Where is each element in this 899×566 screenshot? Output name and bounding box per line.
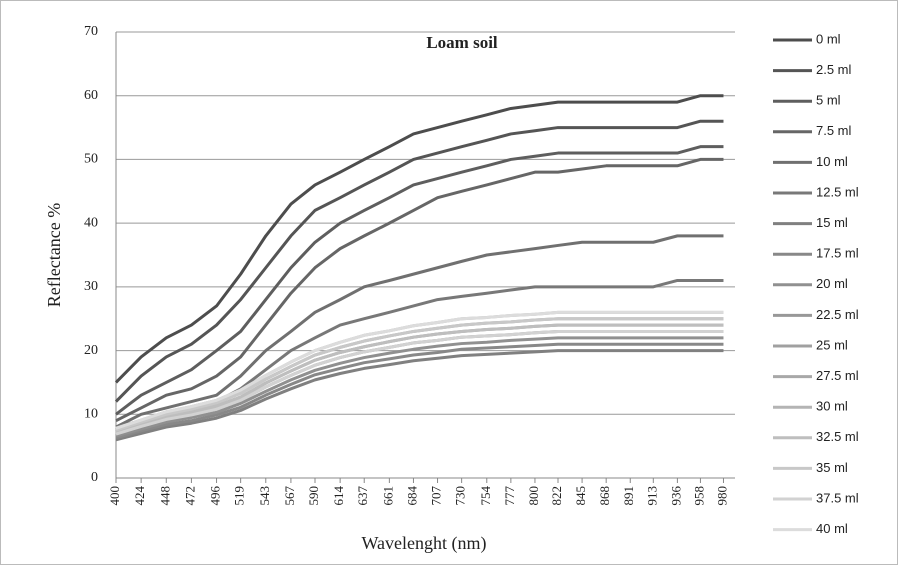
y-tick-label: 20 <box>84 343 98 358</box>
legend-label: 17.5 ml <box>816 246 859 261</box>
legend-label: 27.5 ml <box>816 368 859 383</box>
x-tick-label: 684 <box>404 486 419 506</box>
legend-label: 15 ml <box>816 215 848 230</box>
legend-label: 12.5 ml <box>816 184 859 199</box>
x-tick-label: 424 <box>132 486 147 506</box>
x-tick-label: 448 <box>157 486 172 506</box>
legend-label: 7.5 ml <box>816 123 852 138</box>
series-line <box>115 323 724 434</box>
series-line <box>115 234 724 429</box>
legend-label: 25 ml <box>816 337 848 352</box>
x-tick-label: 590 <box>306 486 321 506</box>
y-tick-label: 40 <box>84 215 98 230</box>
chart-title: Loam soil <box>426 33 498 52</box>
y-tick-label: 10 <box>84 407 98 422</box>
y-axis-label: Reflectance % <box>44 203 64 307</box>
x-tick-label: 754 <box>478 486 493 506</box>
legend-label: 30 ml <box>816 399 848 414</box>
x-tick-label: 822 <box>549 486 564 506</box>
x-tick-label: 661 <box>380 486 395 506</box>
series-line <box>115 329 724 436</box>
legend-label: 5 ml <box>816 93 841 108</box>
y-tick-label: 70 <box>84 24 98 39</box>
x-tick-label: 519 <box>232 486 247 506</box>
y-tick-label: 60 <box>84 88 98 103</box>
x-tick-label: 496 <box>208 486 223 506</box>
series-line <box>115 317 724 432</box>
legend-label: 32.5 ml <box>816 429 859 444</box>
legend-label: 20 ml <box>816 276 848 291</box>
x-tick-label: 614 <box>331 486 346 506</box>
series-line <box>115 310 724 430</box>
series-line <box>115 157 724 422</box>
series-line <box>114 119 724 403</box>
x-tick-label: 913 <box>644 486 659 506</box>
x-tick-label: 400 <box>107 486 122 506</box>
x-tick-label: 936 <box>668 486 683 506</box>
x-tick-label: 891 <box>621 486 636 506</box>
y-tick-label: 50 <box>84 152 98 167</box>
x-tick-label: 958 <box>691 486 706 506</box>
x-tick-label: 777 <box>502 486 517 506</box>
x-tick-label: 543 <box>257 486 272 506</box>
x-tick-label: 637 <box>355 486 370 506</box>
y-tick-label: 30 <box>84 279 98 294</box>
x-tick-label: 800 <box>526 486 541 506</box>
x-tick-label: 868 <box>597 486 612 506</box>
series-line <box>115 342 724 440</box>
legend-label: 35 ml <box>816 460 848 475</box>
legend-label: 2.5 ml <box>816 62 852 77</box>
series-line <box>115 336 724 438</box>
y-tick-label: 0 <box>91 470 98 485</box>
legend-label: 10 ml <box>816 154 848 169</box>
series-line <box>115 349 724 442</box>
x-axis-label: Wavelenght (nm) <box>361 533 486 554</box>
x-tick-label: 980 <box>714 486 729 506</box>
x-tick-label: 567 <box>282 486 297 506</box>
legend-label: 37.5 ml <box>816 490 859 505</box>
legend-label: 0 ml <box>816 31 841 46</box>
legend-label: 40 ml <box>816 521 848 536</box>
x-tick-label: 707 <box>429 486 444 506</box>
x-tick-label: 730 <box>453 486 468 506</box>
x-tick-label: 845 <box>573 486 588 506</box>
series-line <box>114 94 724 384</box>
legend-label: 22.5 ml <box>816 307 859 322</box>
series-line <box>115 145 724 416</box>
x-tick-label: 472 <box>182 486 197 506</box>
